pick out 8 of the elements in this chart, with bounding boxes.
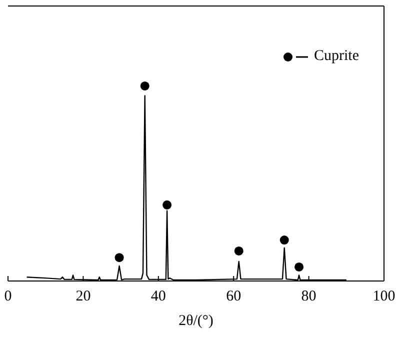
- x-tick-label: 60: [226, 288, 242, 305]
- x-axis-title: 2θ/(°): [178, 313, 214, 329]
- legend-label: Cuprite: [314, 48, 359, 65]
- x-tick-label: 100: [372, 288, 396, 305]
- x-tick-label: 20: [76, 288, 91, 305]
- x-tick-label: 40: [150, 288, 166, 305]
- x-tick-label: 0: [4, 288, 12, 305]
- x-tick-label: 80: [301, 288, 316, 305]
